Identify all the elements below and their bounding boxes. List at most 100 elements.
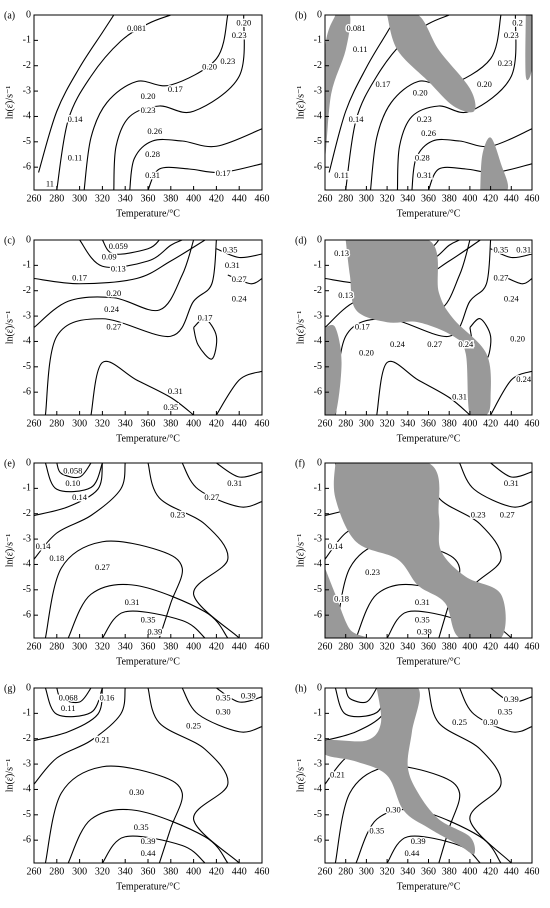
contour-line (34, 688, 103, 742)
contour-line (369, 15, 502, 190)
x-tick-label: 340 (118, 866, 133, 877)
x-tick-label: 420 (483, 418, 498, 429)
x-tick-label: 300 (72, 641, 87, 652)
contour-label: 0.068 (59, 692, 78, 702)
x-tick-label: 460 (255, 193, 270, 204)
x-tick-label: 280 (49, 193, 64, 204)
panel-label: (d) (295, 235, 307, 246)
y-axis-title: ln(ε̇)/s⁻¹ (4, 534, 15, 568)
x-tick-label: 380 (163, 193, 178, 204)
y-tick-label: -4 (314, 784, 322, 795)
contour-label: 0.31 (227, 478, 242, 488)
y-tick-label: -6 (23, 834, 31, 845)
contour-line (44, 240, 217, 415)
x-tick-label: 300 (72, 193, 87, 204)
contour-label: 0.23 (141, 105, 156, 115)
contour-label: 0.20 (359, 348, 374, 358)
contour-label: 0.20 (141, 91, 156, 101)
contour-line (34, 463, 126, 560)
contour-label: 0.23 (365, 567, 380, 577)
x-tick-label: 440 (232, 641, 247, 652)
contour-label: 0.20 (236, 18, 251, 28)
panel-label: (b) (295, 10, 307, 21)
contour-line (90, 360, 194, 415)
panel-label: (c) (4, 235, 15, 246)
contour-label: 0.21 (95, 734, 110, 744)
y-tick-label: -2 (314, 508, 322, 519)
contour-label: 0.26 (421, 128, 436, 138)
y-tick-label: -6 (314, 609, 322, 620)
x-tick-label: 460 (255, 418, 270, 429)
y-tick-label: -4 (314, 559, 322, 570)
y-tick-label: 0 (26, 9, 31, 20)
contour-line (34, 688, 126, 785)
contour-label: 0.35 (494, 244, 509, 254)
contour-label: 0.27 (232, 274, 247, 284)
contour-line (181, 688, 262, 733)
y-tick-label: 0 (26, 682, 31, 693)
x-tick-label: 360 (421, 866, 436, 877)
y-axis-title: ln(ε̇)/s⁻¹ (295, 86, 306, 120)
y-tick-label: -5 (23, 584, 31, 595)
y-tick-label: -5 (314, 361, 322, 372)
y-tick-label: -3 (314, 758, 322, 769)
y-tick-label: -5 (314, 136, 322, 147)
contour-label: 0.059 (109, 241, 128, 251)
x-tick-label: 380 (442, 641, 457, 652)
plot-area: 0.068 0.16 0.35 0.39 0.11 0.30 0.25 0.21 0.30 0.3… (34, 688, 262, 863)
plot-area: 0.31 0.23 0.27 0.14 0.23 0.18 0.31 0.35 0.39 (325, 463, 532, 638)
contour-label: 0.31 (415, 597, 430, 607)
contour-line (215, 370, 262, 415)
panel-label: (f) (295, 458, 305, 469)
y-tick-label: -5 (23, 809, 31, 820)
instability-region (525, 15, 532, 81)
instability-region (387, 15, 476, 113)
plot-area: 0.058 0.10 0.31 0.14 0.27 0.23 0.14 0.18 0.27 0.3… (34, 463, 262, 638)
x-tick-label: 260 (318, 418, 333, 429)
x-axis-title: Temperature/°C (116, 208, 180, 219)
x-tick-label: 340 (118, 418, 133, 429)
contour-line (44, 688, 103, 718)
y-axis-title: ln(ε̇)/s⁻¹ (295, 534, 306, 568)
x-tick-label: 460 (525, 866, 540, 877)
contour-line (490, 370, 532, 415)
y-tick-label: -2 (23, 285, 31, 296)
x-tick-label: 260 (318, 866, 333, 877)
contour-line (147, 163, 262, 190)
contour-label: 0.23 (417, 114, 432, 124)
x-tick-label: 360 (141, 866, 156, 877)
contour-label: 0.13 (338, 290, 353, 300)
instability-region (325, 15, 351, 156)
instability-region (325, 324, 342, 415)
y-tick-label: -4 (23, 336, 31, 347)
y-tick-label: 0 (317, 457, 322, 468)
contour-label: 0.18 (334, 593, 349, 603)
contour-label: 0.23 (504, 30, 519, 40)
x-tick-label: 440 (504, 418, 519, 429)
y-tick-label: -2 (23, 508, 31, 519)
contour-line (38, 15, 115, 173)
y-tick-label: -1 (23, 708, 31, 719)
contour-line (345, 688, 378, 704)
y-tick-label: -5 (23, 361, 31, 372)
x-tick-label: 280 (338, 193, 353, 204)
x-axis-title: Temperature/°C (397, 433, 461, 444)
x-tick-label: 320 (380, 866, 395, 877)
y-tick-label: -1 (314, 35, 322, 46)
x-tick-label: 440 (504, 641, 519, 652)
contour-label: 0.39 (504, 694, 519, 704)
y-axis-title: ln(ε̇)/s⁻¹ (4, 311, 15, 345)
contour-label: 0.27 (106, 321, 121, 331)
contour-line (227, 274, 262, 285)
x-tick-label: 300 (359, 866, 374, 877)
y-tick-label: 0 (317, 682, 322, 693)
x-tick-label: 360 (421, 641, 436, 652)
contour-line (44, 540, 183, 638)
contour-line (113, 15, 245, 190)
x-tick-label: 420 (209, 866, 224, 877)
x-tick-label: 260 (27, 866, 42, 877)
y-tick-label: -5 (23, 136, 31, 147)
contour-label: 0.35 (498, 706, 513, 716)
